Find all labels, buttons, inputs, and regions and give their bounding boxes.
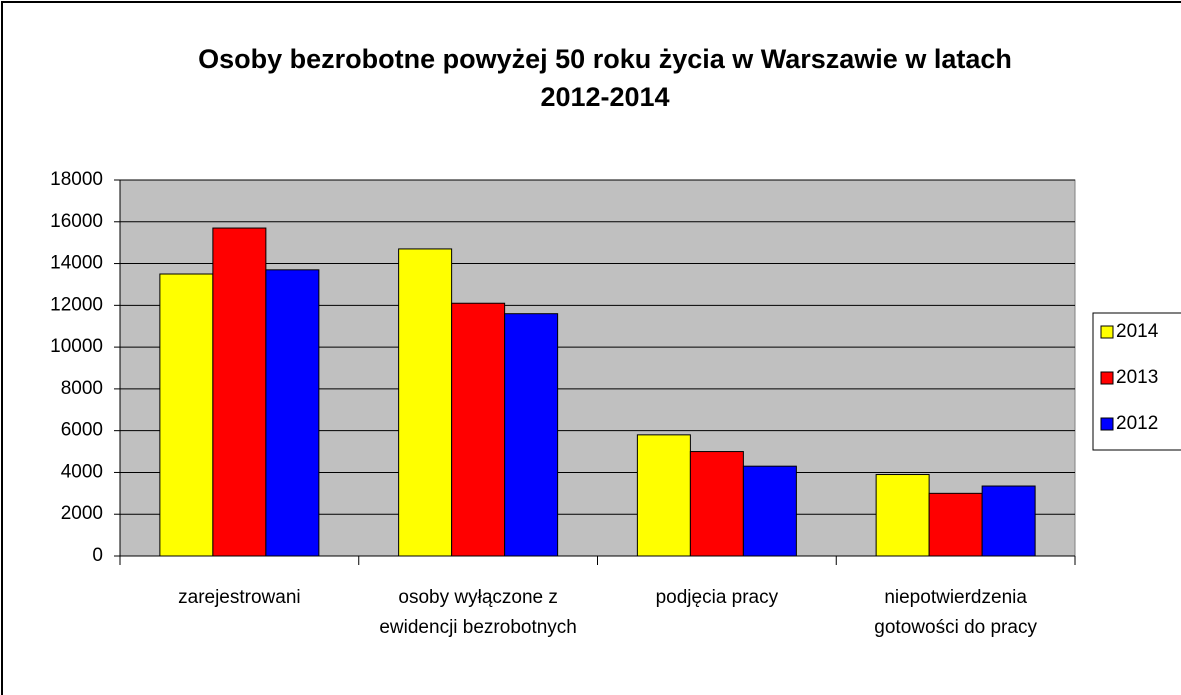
bar (981, 485, 1036, 557)
bar (689, 451, 744, 557)
y-tick-label: 12000 (50, 294, 103, 315)
x-tick-label: podjęcia pracy (655, 587, 779, 608)
legend-label: 2012 (1116, 413, 1158, 434)
x-tick-label: niepotwierdzenia gotowości do pracy (874, 587, 1037, 638)
y-tick-label: 0 (92, 545, 103, 566)
legend-swatch (1100, 417, 1114, 431)
bar (265, 269, 320, 557)
y-tick-label: 8000 (61, 378, 103, 399)
bar (875, 474, 930, 557)
bar (398, 248, 453, 557)
y-tick-label: 14000 (50, 253, 103, 274)
bar (451, 302, 506, 557)
y-tick-label: 10000 (50, 336, 103, 357)
bar (504, 313, 559, 557)
bar (159, 273, 214, 557)
bar (212, 227, 267, 557)
legend-label: 2014 (1116, 321, 1159, 342)
bar (742, 465, 797, 557)
bar (636, 434, 691, 557)
bar (928, 492, 983, 557)
y-tick-label: 4000 (61, 461, 103, 482)
x-tick-label: osoby wyłączone z ewidencji bezrobotnych (379, 587, 577, 638)
y-tick-label: 16000 (50, 211, 103, 232)
legend-label: 2013 (1116, 367, 1158, 388)
y-tick-label: 18000 (50, 169, 103, 190)
y-tick-label: 6000 (61, 420, 103, 441)
legend-swatch (1100, 325, 1114, 339)
y-tick-label: 2000 (61, 503, 103, 524)
x-tick-label: zarejestrowani (178, 587, 301, 608)
chart-title: Osoby bezrobotne powyżej 50 roku życia w… (198, 44, 1012, 112)
legend-swatch (1100, 371, 1114, 385)
